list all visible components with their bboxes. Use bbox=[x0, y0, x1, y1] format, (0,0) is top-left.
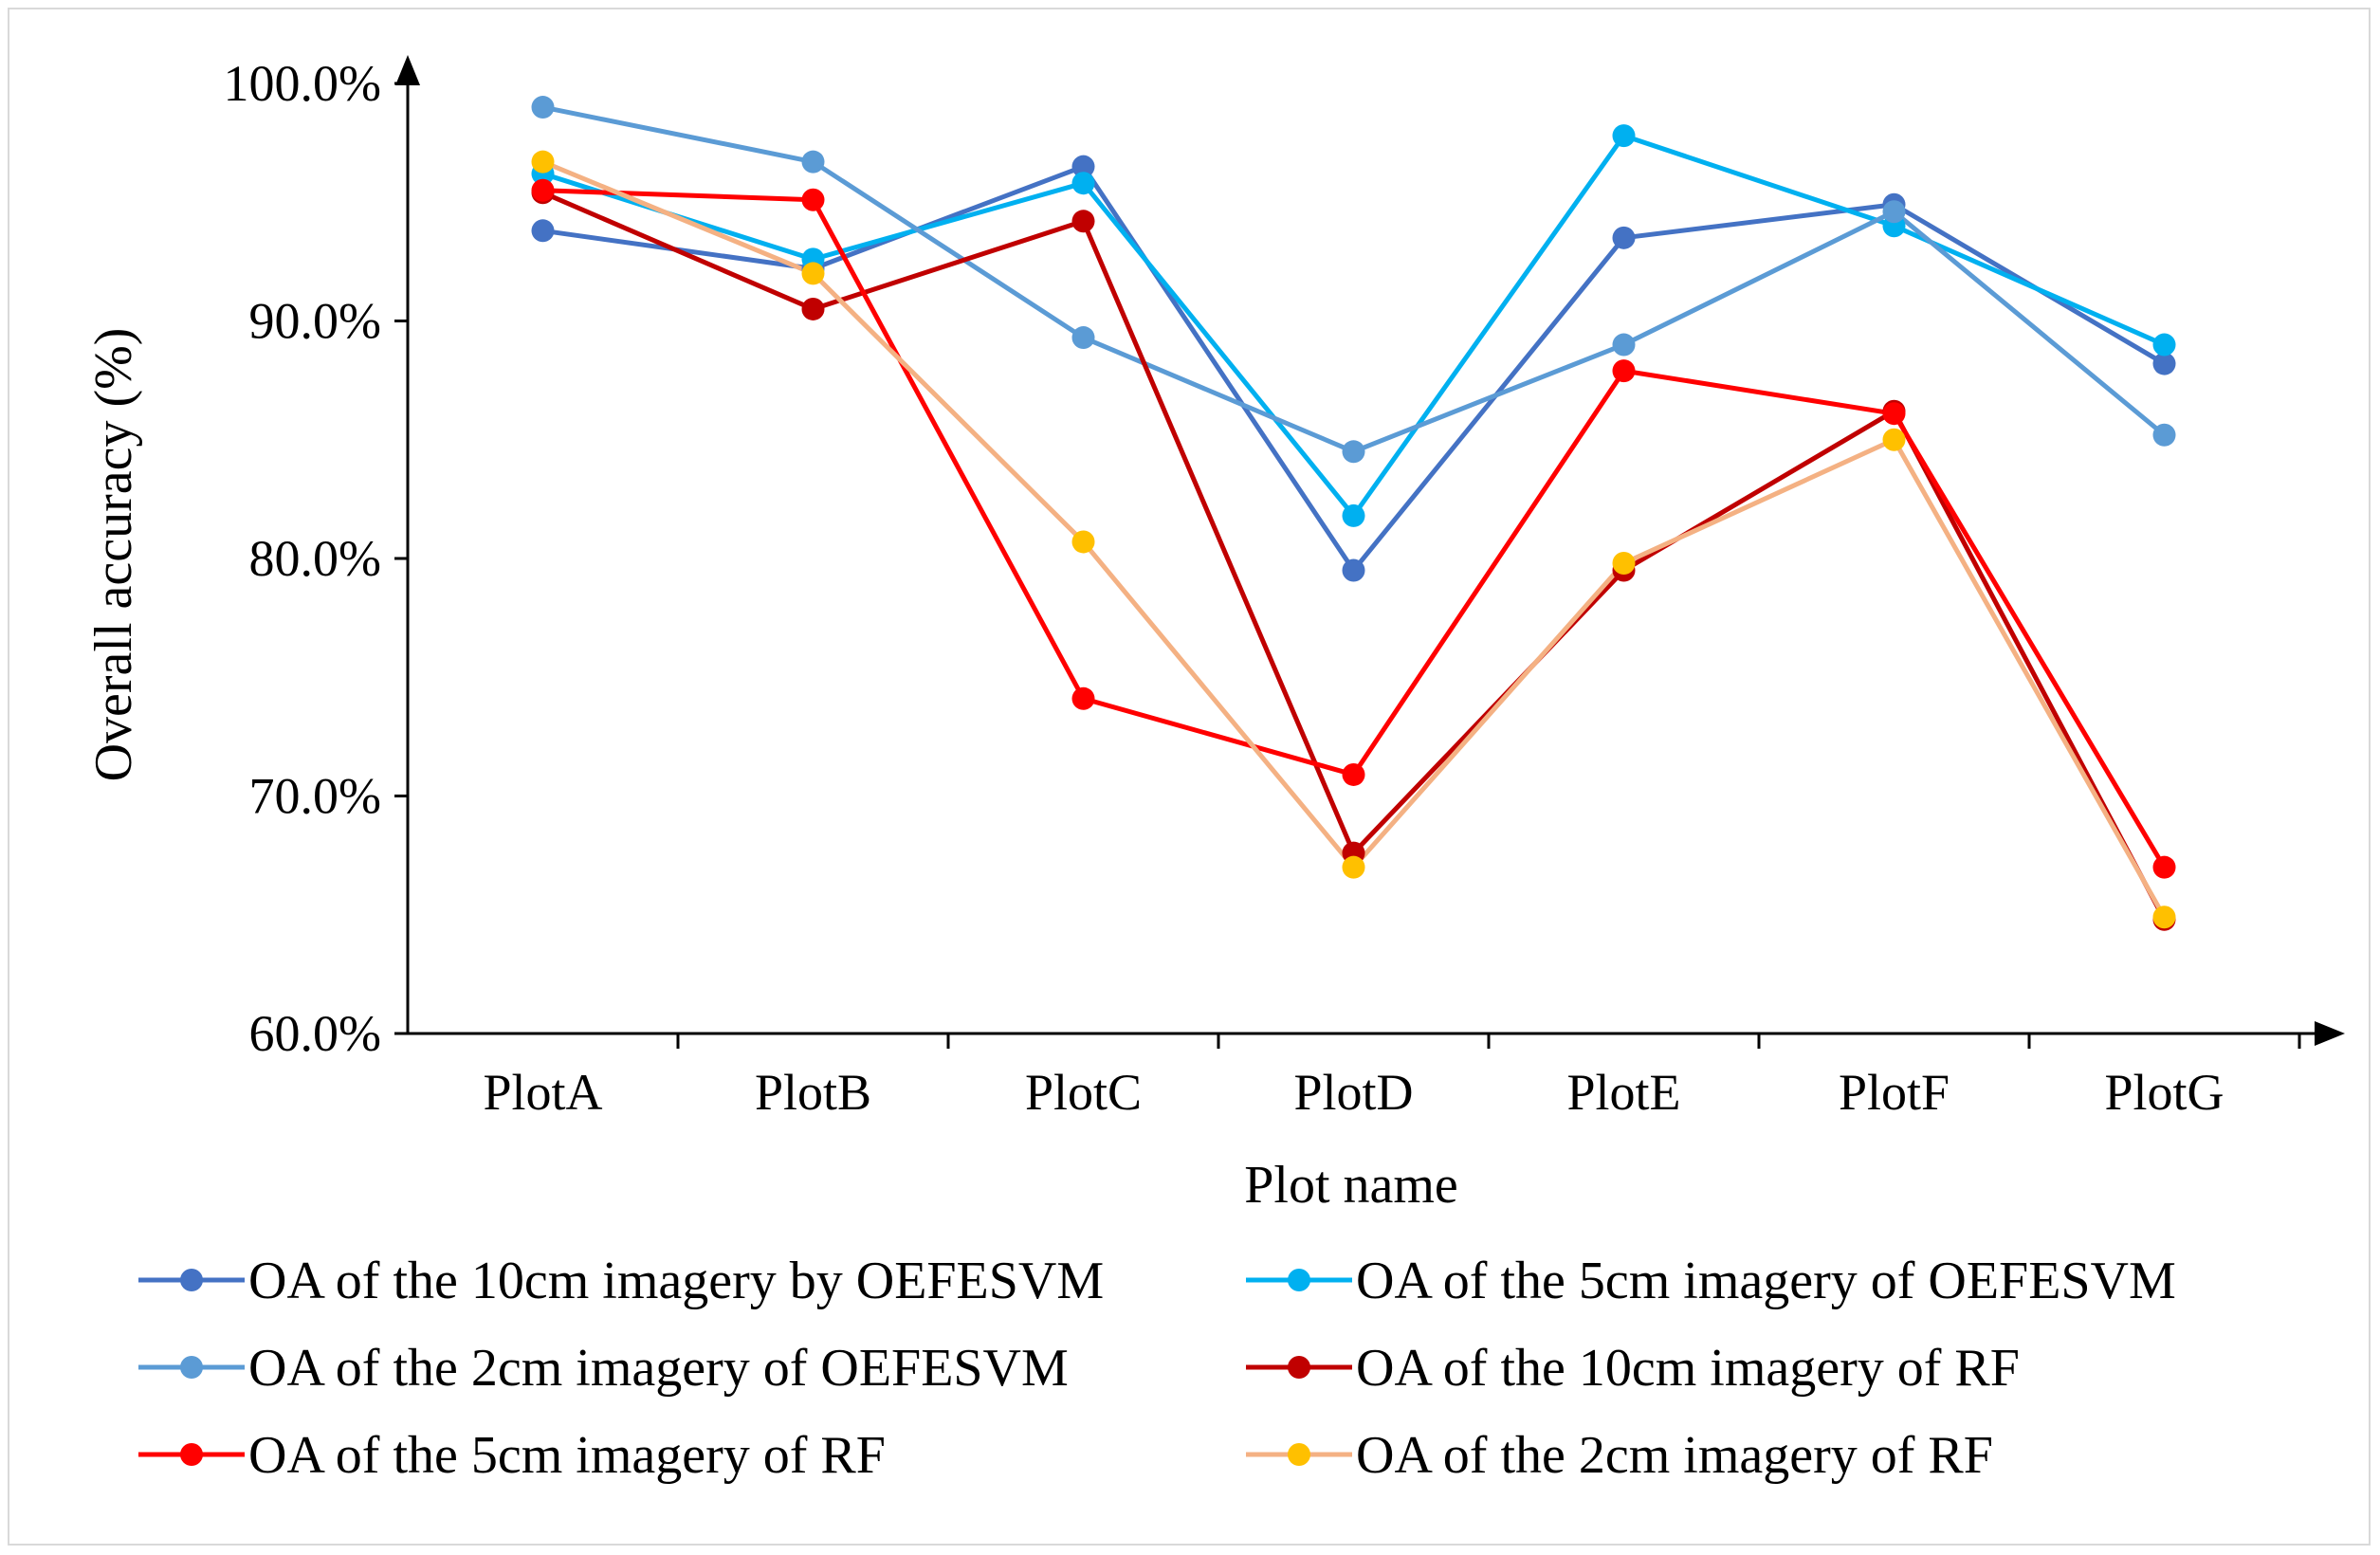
y-tick-label: 80.0% bbox=[249, 530, 381, 587]
data-point bbox=[801, 150, 825, 174]
data-point bbox=[1612, 124, 1636, 148]
data-point bbox=[2152, 423, 2176, 447]
legend-item: OA of the 5cm imagery of RF bbox=[138, 1426, 886, 1485]
data-point bbox=[531, 178, 555, 202]
series-line bbox=[542, 104, 2167, 454]
legend-label: OA of the 2cm imagery of OEFESVM bbox=[248, 1339, 1069, 1398]
series-points bbox=[531, 96, 2176, 931]
data-point bbox=[531, 150, 555, 174]
legend-swatch-marker bbox=[180, 1443, 203, 1466]
x-tick-label: PlotD bbox=[1293, 1064, 1413, 1121]
legend-item: OA of the 10cm imagery of RF bbox=[1246, 1339, 2020, 1398]
data-point bbox=[1882, 428, 1906, 451]
y-axis-arrow bbox=[395, 55, 420, 85]
axes: 60.0% 70.0% 80.0% 90.0% 100.0% PlotA PlotB Plot… bbox=[224, 55, 2345, 1121]
data-point bbox=[1612, 333, 1636, 357]
data-point bbox=[801, 262, 825, 285]
legend-item: OA of the 5cm imagery of OEFESVM bbox=[1246, 1252, 2176, 1310]
data-point bbox=[2152, 333, 2176, 357]
data-point bbox=[1882, 200, 1906, 224]
x-tick-label: PlotC bbox=[1025, 1064, 1142, 1121]
data-point bbox=[1882, 402, 1906, 426]
data-point bbox=[1071, 530, 1095, 554]
legend-swatch-marker bbox=[1288, 1443, 1310, 1466]
data-point bbox=[1071, 172, 1095, 195]
data-point bbox=[2152, 906, 2176, 929]
legend-label: OA of the 5cm imagery of OEFESVM bbox=[1356, 1252, 2176, 1310]
legend-label: OA of the 2cm imagery of RF bbox=[1356, 1426, 1993, 1485]
data-point bbox=[1342, 440, 1365, 464]
x-axis-arrow bbox=[2315, 1021, 2345, 1046]
data-point bbox=[1071, 686, 1095, 710]
data-point bbox=[1342, 503, 1365, 527]
data-point bbox=[1612, 359, 1636, 383]
data-point bbox=[1071, 155, 1095, 178]
data-point bbox=[1071, 326, 1095, 350]
data-point bbox=[1612, 552, 1636, 576]
x-tick-label: PlotE bbox=[1566, 1064, 1680, 1121]
legend-item: OA of the 2cm imagery of OEFESVM bbox=[138, 1339, 1069, 1398]
legend-swatch-marker bbox=[180, 1269, 203, 1291]
data-point bbox=[2152, 352, 2176, 375]
legend-swatch-marker bbox=[1288, 1356, 1310, 1379]
x-tick-label: PlotB bbox=[755, 1064, 871, 1121]
data-point bbox=[1071, 210, 1095, 233]
x-tick-label: PlotF bbox=[1839, 1064, 1950, 1121]
data-point bbox=[531, 219, 555, 243]
x-tick-label: PlotA bbox=[483, 1064, 602, 1121]
y-tick-label: 100.0% bbox=[224, 55, 381, 112]
data-point bbox=[2152, 855, 2176, 879]
series-line bbox=[541, 190, 2167, 921]
y-axis-title: Overall accuracy (%) bbox=[84, 328, 143, 782]
x-tick-label: PlotG bbox=[2104, 1064, 2224, 1121]
data-point bbox=[1342, 762, 1365, 786]
data-point bbox=[801, 188, 825, 211]
data-point bbox=[531, 96, 555, 119]
series-line bbox=[541, 159, 2167, 919]
legend-item: OA of the 10cm imagery by OEFESVM bbox=[138, 1252, 1104, 1310]
legend-label: OA of the 5cm imagery of RF bbox=[248, 1426, 886, 1485]
data-point bbox=[1612, 226, 1636, 249]
y-tick-label: 60.0% bbox=[249, 1005, 381, 1062]
legend-swatch-marker bbox=[1288, 1269, 1310, 1291]
legend-item: OA of the 2cm imagery of RF bbox=[1246, 1426, 1993, 1485]
data-point bbox=[801, 297, 825, 320]
legend-label: OA of the 10cm imagery of RF bbox=[1356, 1339, 2020, 1398]
x-axis-title: Plot name bbox=[1244, 1156, 1458, 1215]
legend: OA of the 10cm imagery by OEFESVM OA of t… bbox=[138, 1252, 2176, 1485]
data-point bbox=[1342, 855, 1365, 879]
legend-label: OA of the 10cm imagery by OEFESVM bbox=[248, 1252, 1104, 1310]
y-tick-label: 70.0% bbox=[249, 768, 381, 825]
y-tick-label: 90.0% bbox=[249, 293, 381, 350]
legend-swatch-marker bbox=[180, 1356, 203, 1379]
data-point bbox=[1342, 558, 1365, 582]
